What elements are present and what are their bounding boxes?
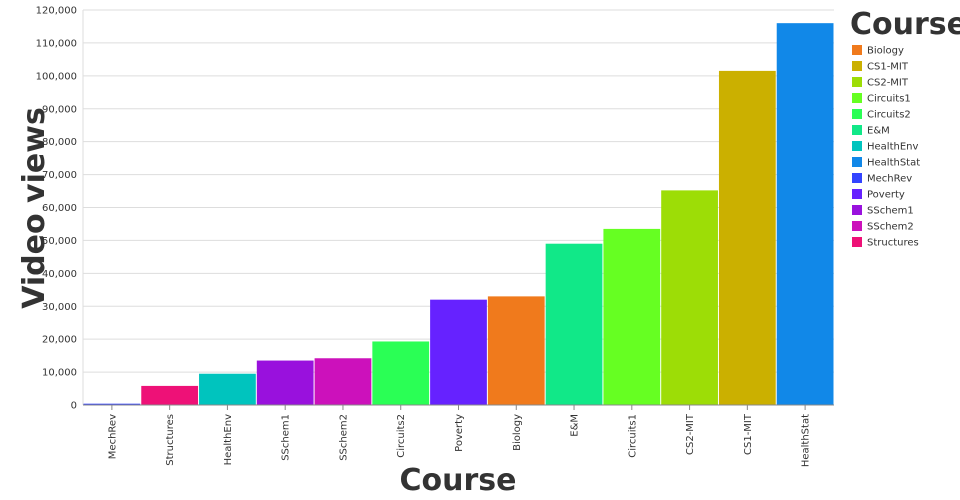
bar-sschem2 xyxy=(314,358,372,405)
legend-item-structures: Structures xyxy=(852,237,919,249)
y-tick-label: 90,000 xyxy=(42,104,77,115)
bar-poverty xyxy=(430,299,487,405)
legend-swatch xyxy=(852,157,862,167)
legend-item-circuits2: Circuits2 xyxy=(852,109,911,121)
y-axis: 0 10,000 20,000 30,000 40,000 50,000 60,000 70,… xyxy=(36,6,84,412)
x-tick-label: SSchem1 xyxy=(281,414,292,461)
legend-swatch xyxy=(852,109,862,119)
legend-swatch xyxy=(852,205,862,215)
x-tick-label: MechRev xyxy=(107,414,118,459)
legend-swatch xyxy=(852,141,862,151)
y-tick-label: 120,000 xyxy=(36,6,77,17)
bar-cs1-mit xyxy=(718,70,776,405)
x-tick-label: CS1-MIT xyxy=(743,413,754,455)
y-tick-label: 0 xyxy=(71,401,77,412)
gridlines xyxy=(83,9,834,406)
legend-label: HealthEnv xyxy=(867,142,918,153)
bars xyxy=(83,23,834,406)
y-tick-label: 70,000 xyxy=(42,170,77,181)
legend-item-healthstat: HealthStat xyxy=(852,157,920,169)
legend-label: MechRev xyxy=(867,174,912,185)
legend-label: SSchem2 xyxy=(867,222,914,233)
legend-label: Structures xyxy=(867,238,919,249)
bar-e-m xyxy=(545,243,603,405)
legend-item-poverty: Poverty xyxy=(852,189,905,201)
x-tick-label: HealthStat xyxy=(801,414,812,467)
x-tick-label: Structures xyxy=(165,414,176,466)
y-tick-label: 110,000 xyxy=(36,38,77,49)
legend-item-mechrev: MechRev xyxy=(852,173,912,185)
y-tick-label: 100,000 xyxy=(36,71,77,82)
bar-cs2-mit xyxy=(661,190,718,405)
bar-mechrev xyxy=(83,403,141,405)
legend-label: Circuits1 xyxy=(867,94,911,105)
bar-circuits1 xyxy=(603,228,661,405)
y-tick-label: 30,000 xyxy=(42,302,77,313)
legend-label: CS2-MIT xyxy=(867,78,909,89)
x-tick-label: Poverty xyxy=(454,414,465,452)
y-tick-label: 60,000 xyxy=(42,203,77,214)
legend-item-sschem2: SSchem2 xyxy=(852,221,914,233)
bar-circuits2 xyxy=(372,341,430,405)
legend-item-e-m: E&M xyxy=(852,125,890,137)
bar-biology xyxy=(487,296,545,405)
legend-label: Biology xyxy=(867,46,904,57)
legend-swatch xyxy=(852,125,862,135)
y-tick-label: 20,000 xyxy=(42,335,77,346)
y-tick-label: 50,000 xyxy=(42,236,77,247)
legend-item-sschem1: SSchem1 xyxy=(852,205,914,217)
legend-item-circuits1: Circuits1 xyxy=(852,93,911,105)
legend: Course Biology CS1-MIT CS2-MIT Circuits1 Cir… xyxy=(850,7,960,249)
bar-structures xyxy=(141,385,199,405)
legend-item-healthenv: HealthEnv xyxy=(852,141,918,153)
x-tick-label: E&M xyxy=(570,414,581,437)
legend-swatch xyxy=(852,45,862,55)
legend-swatch xyxy=(852,93,862,103)
legend-label: SSchem1 xyxy=(867,206,914,217)
bar-healthstat xyxy=(776,23,834,406)
legend-label: E&M xyxy=(867,126,890,137)
legend-label: HealthStat xyxy=(867,158,920,169)
y-axis-title: Video views xyxy=(17,107,52,309)
x-tick-label: Biology xyxy=(512,414,523,451)
x-tick-label: HealthEnv xyxy=(223,414,234,465)
bar-healthenv xyxy=(199,373,256,405)
legend-label: Circuits2 xyxy=(867,110,911,121)
x-axis-title: Course xyxy=(400,463,517,498)
x-tick-label: SSchem2 xyxy=(338,414,349,461)
y-tick-label: 10,000 xyxy=(42,368,77,379)
y-tick-label: 40,000 xyxy=(42,269,77,280)
legend-item-biology: Biology xyxy=(852,45,904,57)
legend-swatch xyxy=(852,221,862,231)
y-tick-label: 80,000 xyxy=(42,137,77,148)
x-tick-label: Circuits1 xyxy=(627,414,638,458)
legend-swatch xyxy=(852,237,862,247)
legend-item-cs1-mit: CS1-MIT xyxy=(852,61,909,73)
legend-swatch xyxy=(852,173,862,183)
x-tick-label: CS2-MIT xyxy=(685,413,696,455)
legend-swatch xyxy=(852,77,862,87)
legend-label: CS1-MIT xyxy=(867,62,909,73)
bar-sschem1 xyxy=(256,360,314,405)
legend-label: Poverty xyxy=(867,190,905,201)
legend-swatch xyxy=(852,61,862,71)
legend-item-cs2-mit: CS2-MIT xyxy=(852,77,909,89)
legend-swatch xyxy=(852,189,862,199)
x-axis: MechRev Structures HealthEnv SSchem1 SSchem2… xyxy=(83,404,834,467)
x-tick-label: Circuits2 xyxy=(396,414,407,458)
legend-title: Course xyxy=(850,7,960,42)
